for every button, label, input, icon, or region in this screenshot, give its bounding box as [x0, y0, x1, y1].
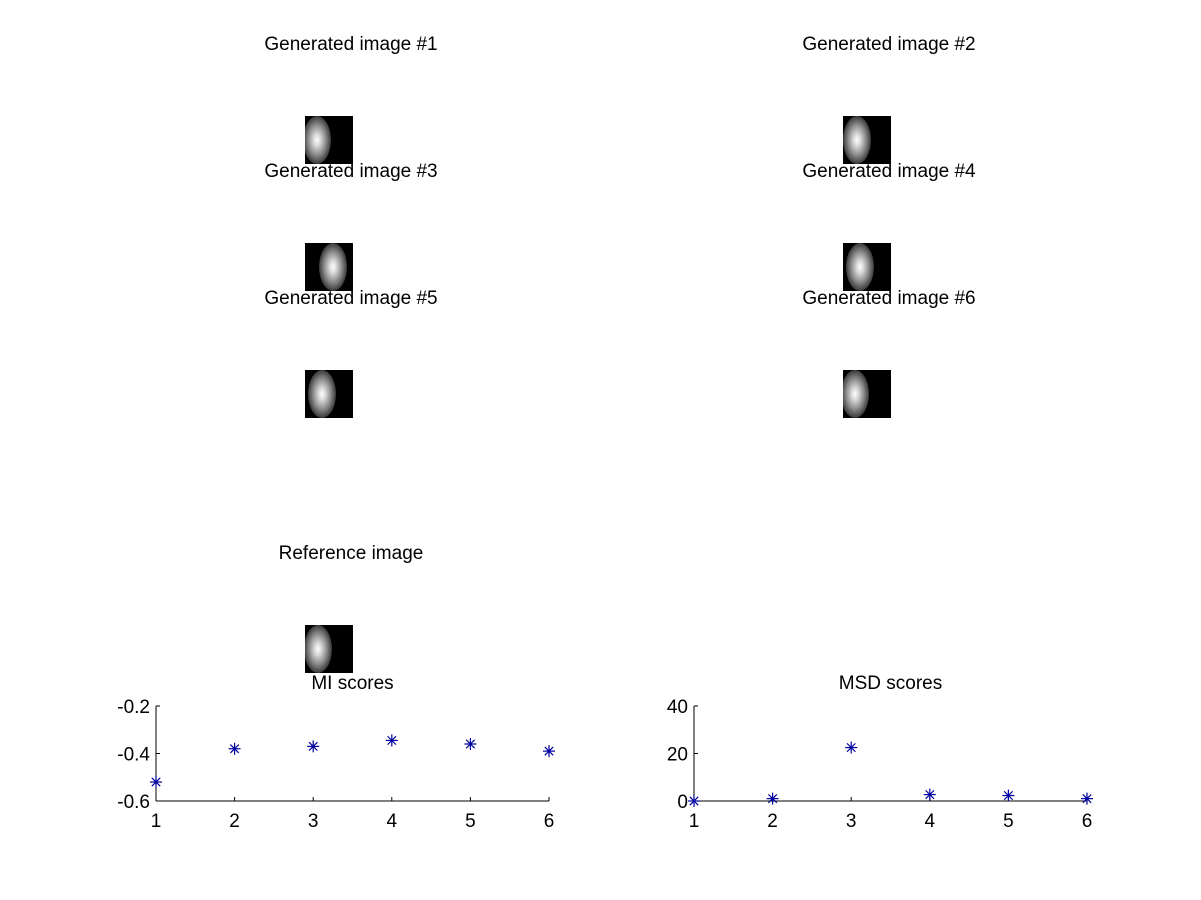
- data-point: [150, 776, 162, 788]
- msd-scores-chart: MSD scores 0 20 40 1 2 3 4 5 6: [667, 673, 1093, 832]
- x-tick-label: 2: [767, 811, 778, 832]
- y-tick-label: 20: [667, 745, 688, 766]
- y-tick-label: 40: [667, 697, 688, 718]
- data-point: [688, 795, 700, 807]
- x-tick-label: 1: [689, 811, 700, 832]
- image-blob: [843, 116, 872, 164]
- data-point: [1081, 792, 1093, 805]
- mi-scores-chart: MI scores -0.6 -0.4 -0.2 1 2 3 4 5 6: [117, 673, 555, 832]
- generated-title-2: Generated image #2: [802, 34, 976, 55]
- x-tick-label: 6: [1082, 811, 1093, 832]
- data-point: [228, 742, 241, 755]
- y-tick-label: 0: [677, 792, 688, 813]
- chart-title: MSD scores: [839, 673, 942, 694]
- data-point: [464, 738, 477, 750]
- x-tick-label: 4: [925, 811, 936, 832]
- x-tick-label: 5: [1003, 811, 1014, 832]
- x-tick-label: 1: [151, 811, 162, 832]
- x-tick-label: 3: [308, 811, 319, 832]
- reference-title: Reference image: [278, 543, 424, 564]
- generated-image-1: [305, 116, 353, 164]
- generated-title-5: Generated image #5: [264, 288, 438, 309]
- x-tick-label: 5: [465, 811, 476, 832]
- data-point: [923, 788, 936, 801]
- y-tick-label: -0.2: [117, 697, 150, 718]
- chart-title: MI scores: [311, 673, 393, 694]
- reference-image: [305, 625, 353, 673]
- x-tick-label: 3: [846, 811, 857, 832]
- x-tick-label: 6: [544, 811, 555, 832]
- image-blob: [305, 116, 331, 164]
- image-blob: [843, 370, 869, 418]
- image-blob: [305, 625, 333, 673]
- data-point: [845, 741, 858, 754]
- image-blob: [845, 243, 874, 291]
- generated-title-1: Generated image #1: [264, 34, 438, 55]
- generated-title-3: Generated image #3: [264, 161, 438, 182]
- image-blob: [307, 370, 336, 418]
- x-tick-label: 2: [229, 811, 240, 832]
- data-point: [1002, 789, 1015, 802]
- generated-title-6: Generated image #6: [802, 288, 976, 309]
- generated-image-5: [305, 370, 353, 418]
- data-point: [307, 740, 320, 753]
- generated-image-4: [843, 243, 891, 291]
- data-point: [385, 734, 398, 747]
- image-blob: [318, 243, 347, 291]
- generated-image-3: [305, 243, 353, 291]
- x-tick-label: 4: [387, 811, 398, 832]
- generated-title-4: Generated image #4: [802, 161, 976, 182]
- y-tick-label: -0.4: [117, 745, 150, 766]
- data-point: [543, 745, 555, 758]
- generated-image-6: [843, 370, 891, 418]
- y-tick-label: -0.6: [117, 792, 150, 813]
- data-point: [766, 792, 779, 805]
- generated-image-2: [843, 116, 891, 164]
